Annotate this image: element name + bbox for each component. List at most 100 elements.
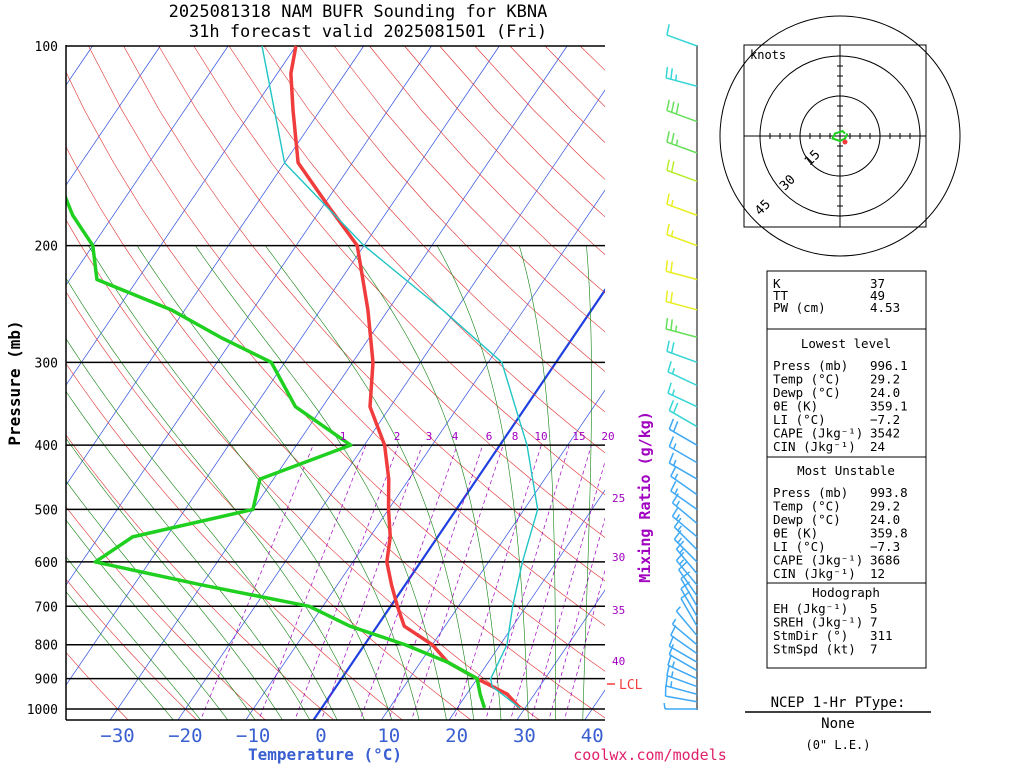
mixing-ratio-line [510,445,592,720]
wind-barb [665,290,698,311]
moist-adiabat-line [265,245,475,720]
stat-value: 24.0 [870,512,900,527]
wind-barb [666,340,698,364]
ptype-value: None [821,716,855,732]
ptype-panel: NCEP 1-Hr PType: None (0" L.E.) [745,695,931,752]
dewpoint-profile [66,194,487,709]
dry-adiabat-line [334,45,605,333]
stat-label: PW (cm) [773,300,826,315]
wind-barb [665,317,698,339]
stat-label: CIN (Jkg⁻¹) [773,439,856,454]
wind-barb [680,571,698,607]
lcl-label: LCL [619,678,643,693]
isotherm-line [66,45,365,486]
wind-barb [666,99,698,123]
wind-barb [671,618,698,646]
stat-label: CIN (Jkg⁻¹) [773,566,856,581]
mixing-ratio-tick-label: 1 [340,430,347,443]
dry-adiabat-line [66,291,472,720]
stats-table: K 37 TT 49 PW (cm) 4.53 Lowest level Press (mb)… [766,270,927,669]
wind-barb [667,654,698,680]
wind-barb [670,466,698,496]
stat-value: 37 [870,276,885,291]
dry-adiabat-line [66,219,541,720]
dry-adiabat-line [123,45,605,582]
stat-label: Temp (°C) [773,372,841,387]
pressure-tick-label: 1000 [27,703,58,718]
moist-adiabat-line [66,480,256,720]
hodograph-ring [719,15,961,257]
moist-adiabat-line [582,245,592,720]
temperature-tick-label: −30 [100,725,134,747]
mixing-ratio-line [200,445,314,720]
x-axis-label: Temperature (°C) [248,745,402,764]
pressure-tick-label: 200 [35,240,58,255]
zero-isotherm [312,288,605,720]
y-axis-label: Pressure (mb) [5,320,24,445]
stat-value: −7.2 [870,412,900,427]
moist-adiabat-line [66,591,174,720]
background-lines [66,45,605,720]
temperature-tick-label: −10 [236,725,270,747]
temperature-profile [289,45,522,710]
parcel-trace [261,45,539,709]
right-tick-label: 30 [612,551,625,564]
stat-value: 3542 [870,426,900,441]
wind-barb [668,418,698,446]
pressure-tick-label: 100 [35,40,58,55]
wind-barb [666,664,698,688]
dry-adiabat-line [404,45,605,255]
stat-value: 311 [870,628,893,643]
dry-adiabat-line [439,45,605,218]
mixing-ratio-tick-labels: 1 2 3 4 6 8 10 15 20 [340,430,615,443]
mixing-ratio-tick-label: 20 [601,430,614,443]
ptype-title: NCEP 1-Hr PType: [771,695,906,711]
stat-label: StmDir (°) [773,628,848,643]
temperature-tick-labels: −30 −20 −10 0 10 20 30 40 [100,725,603,747]
dry-adiabat-line [193,45,605,496]
wind-barb [666,193,698,216]
stat-value: 359.8 [870,526,908,541]
stat-label: Press (mb) [773,358,848,373]
stat-label: LI (°C) [773,412,826,427]
isotherm-line [66,45,229,286]
wind-barb [675,606,698,637]
stat-value: 7 [870,642,878,657]
mixing-ratio-tick-label: 8 [512,430,519,443]
wind-barb [668,644,698,672]
moist-adiabat-line [518,245,556,720]
stat-label: SREH (Jkg⁻¹) [773,615,863,630]
pressure-tick-label: 700 [35,600,58,615]
isotherm-line [66,45,432,586]
pressure-tick-label: 500 [35,503,58,518]
isotherm-line [66,45,161,186]
wind-barb [666,159,698,183]
stat-label: θE (K) [773,399,818,414]
stat-label: CAPE (Jkg⁻¹) [773,426,863,441]
wind-barb [668,452,698,480]
moist-adiabat-line [66,556,201,720]
wind-barb [671,506,698,538]
stat-value: −7.3 [870,539,900,554]
wind-barb [667,382,698,408]
stat-label: Dewp (°C) [773,512,841,527]
moist-adiabat-line [66,277,365,720]
stat-label: LI (°C) [773,539,826,554]
mixing-ratio-tick-label: 2 [394,430,401,443]
dry-adiabat-line [88,45,605,627]
dry-adiabat-line [298,45,605,372]
moist-adiabat-line [66,390,311,720]
mixing-ratio-line [294,445,399,720]
temperature-tick-label: −20 [168,725,202,747]
dry-adiabat-line [66,363,403,720]
wind-barb [667,361,698,387]
wind-barb [665,674,698,695]
mixing-ratio-tick-label: 15 [572,430,585,443]
isotherm-line [66,45,500,686]
right-tick-label: 40 [612,655,625,668]
dry-adiabat-line [66,434,335,720]
right-tick-label: 25 [612,492,625,505]
isotherm-line [380,389,605,720]
